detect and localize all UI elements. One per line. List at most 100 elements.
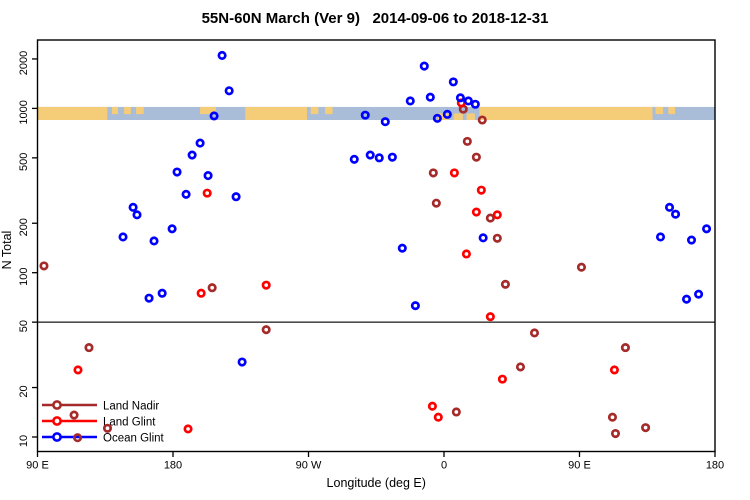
point-ocean-glint (149, 236, 159, 246)
point-land-glint (461, 249, 471, 259)
map-band-land (466, 113, 475, 120)
point-land-nadir (529, 328, 540, 338)
point-land-nadir (431, 198, 441, 208)
point-ocean-glint (463, 96, 473, 106)
map-band-land (112, 106, 119, 115)
point-land-nadir (207, 283, 217, 293)
point-land-nadir (620, 343, 630, 353)
map-band-land (37, 106, 108, 120)
point-land-glint (492, 210, 502, 220)
axis-label: 1000 (18, 100, 30, 124)
point-ocean-glint (425, 92, 435, 102)
axis-label: 90 E (26, 460, 49, 472)
point-land-glint (196, 288, 206, 298)
point-ocean-glint (686, 235, 697, 245)
point-land-nadir (500, 279, 510, 289)
point-land-nadir (607, 412, 618, 422)
point-land-glint (609, 365, 619, 375)
point-ocean-glint (478, 233, 488, 243)
point-ocean-glint (405, 96, 415, 106)
legend-label: Land Nadir (103, 401, 159, 413)
point-ocean-glint (203, 171, 213, 181)
point-land-glint (485, 312, 495, 322)
axis-label: 20 (18, 385, 30, 397)
point-land-glint (497, 374, 507, 384)
point-ocean-glint (224, 86, 234, 96)
point-ocean-glint (132, 210, 142, 220)
point-land-nadir (515, 362, 526, 372)
point-ocean-glint (209, 111, 219, 121)
axis-label: 500 (18, 153, 30, 171)
point-land-glint (261, 280, 271, 290)
point-land-nadir (39, 261, 49, 271)
point-land-glint (449, 168, 459, 178)
point-land-glint (427, 401, 437, 411)
point-ocean-glint (380, 117, 390, 127)
map-band-land (310, 106, 319, 115)
chart-title: 55N-60N March (Ver 9) 2014-09-06 to 2018… (201, 10, 549, 27)
point-ocean-glint (118, 232, 128, 242)
point-land-glint (433, 412, 443, 422)
map-band-land (200, 106, 216, 115)
point-ocean-glint (664, 202, 675, 212)
plot-frame (36, 39, 716, 453)
point-ocean-glint (655, 232, 666, 242)
point-ocean-glint (172, 167, 182, 177)
point-land-nadir (477, 115, 487, 125)
point-ocean-glint (387, 152, 397, 162)
point-land-nadir (69, 410, 79, 420)
point-land-nadir (492, 233, 502, 243)
legend-marker-land-glint (52, 416, 62, 426)
point-land-nadir (576, 262, 587, 272)
point-ocean-glint (217, 50, 227, 61)
axis-label: 90 W (296, 460, 322, 472)
point-ocean-glint (365, 150, 375, 160)
point-land-nadir (428, 168, 438, 178)
map-band-land (453, 113, 463, 120)
point-land-nadir (471, 152, 481, 162)
point-land-nadir (102, 423, 113, 433)
point-ocean-glint (374, 153, 384, 163)
point-ocean-glint (397, 243, 407, 253)
axis-label: Longitude (deg E) (327, 476, 426, 490)
point-ocean-glint (195, 138, 205, 148)
point-ocean-glint (360, 110, 370, 120)
point-ocean-glint (128, 202, 138, 212)
axis-label: N Total (0, 231, 14, 270)
point-ocean-glint (702, 224, 712, 234)
axis-label: 50 (18, 320, 30, 332)
legend-label: Land Glint (103, 417, 156, 429)
point-land-nadir (610, 428, 621, 439)
point-ocean-glint (470, 99, 480, 109)
point-land-nadir (641, 423, 651, 433)
map-band-land (136, 106, 144, 115)
point-ocean-glint (432, 113, 442, 123)
point-land-nadir (485, 213, 495, 223)
axis-label: 0 (441, 460, 447, 472)
axis-label: 180 (164, 460, 182, 472)
point-land-glint (471, 207, 481, 217)
axis-label: 180 (706, 460, 724, 472)
point-land-nadir (84, 343, 94, 353)
map-band-land (668, 106, 676, 115)
axis-label: 100 (18, 268, 30, 286)
map-band-land (655, 106, 664, 115)
map-band-land (325, 106, 333, 115)
point-ocean-glint (694, 289, 704, 299)
point-land-nadir (451, 407, 461, 417)
point-ocean-glint (455, 93, 465, 103)
map-band-land (479, 106, 653, 120)
point-ocean-glint (187, 150, 197, 160)
point-ocean-glint (410, 301, 420, 311)
point-ocean-glint (442, 109, 452, 119)
point-ocean-glint (419, 61, 429, 71)
point-land-glint (202, 188, 212, 198)
map-band-land (437, 113, 449, 120)
map-band-land (124, 106, 131, 115)
point-land-glint (476, 185, 486, 195)
axis-label: 2000 (18, 51, 30, 75)
point-land-nadir (72, 433, 83, 443)
point-land-nadir (261, 325, 271, 335)
